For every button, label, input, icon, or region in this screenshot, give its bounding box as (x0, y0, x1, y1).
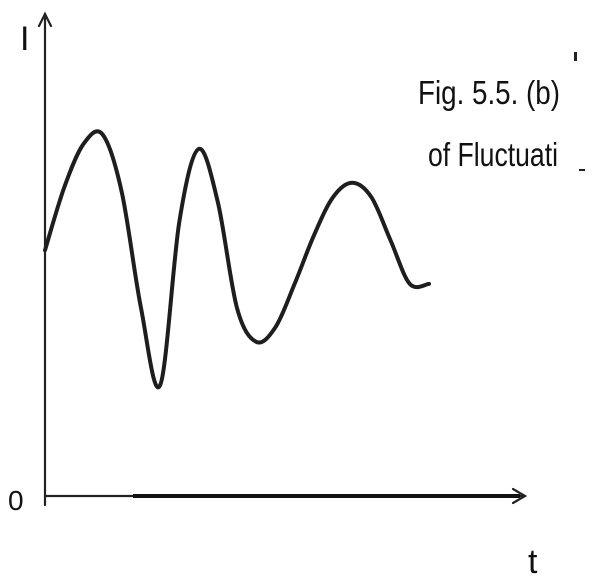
edge-mark-bottom (579, 169, 585, 171)
figure-caption-continued: of Fluctuati (428, 136, 558, 173)
figure-caption: Fig. 5.5. (b) (418, 74, 560, 111)
y-axis-arrowhead (37, 11, 53, 28)
x-axis-arrowhead (511, 487, 528, 505)
origin-label: 0 (8, 485, 24, 516)
edge-mark-top (574, 52, 577, 61)
x-axis-label: t (528, 543, 538, 580)
series-line (43, 129, 431, 390)
y-axis-label: I (20, 20, 29, 58)
